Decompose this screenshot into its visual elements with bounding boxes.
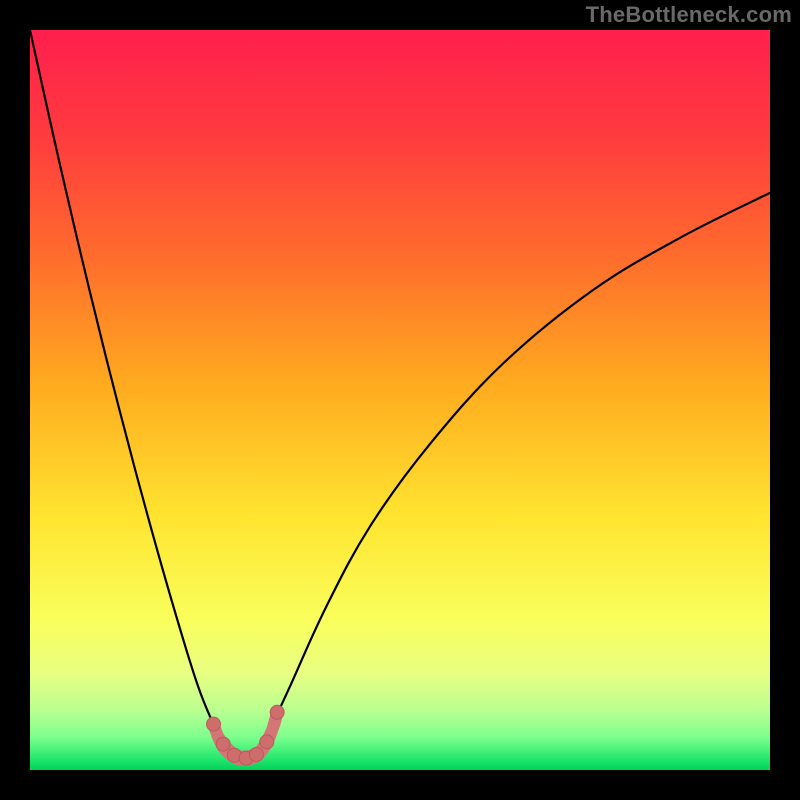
- marker-dot: [216, 737, 230, 751]
- marker-dot: [270, 705, 284, 719]
- bottleneck-chart: [0, 0, 800, 800]
- marker-dot: [207, 717, 221, 731]
- plot-background: [30, 30, 770, 770]
- marker-dot: [260, 735, 274, 749]
- marker-dot: [249, 747, 263, 761]
- watermark-text: TheBottleneck.com: [586, 2, 792, 28]
